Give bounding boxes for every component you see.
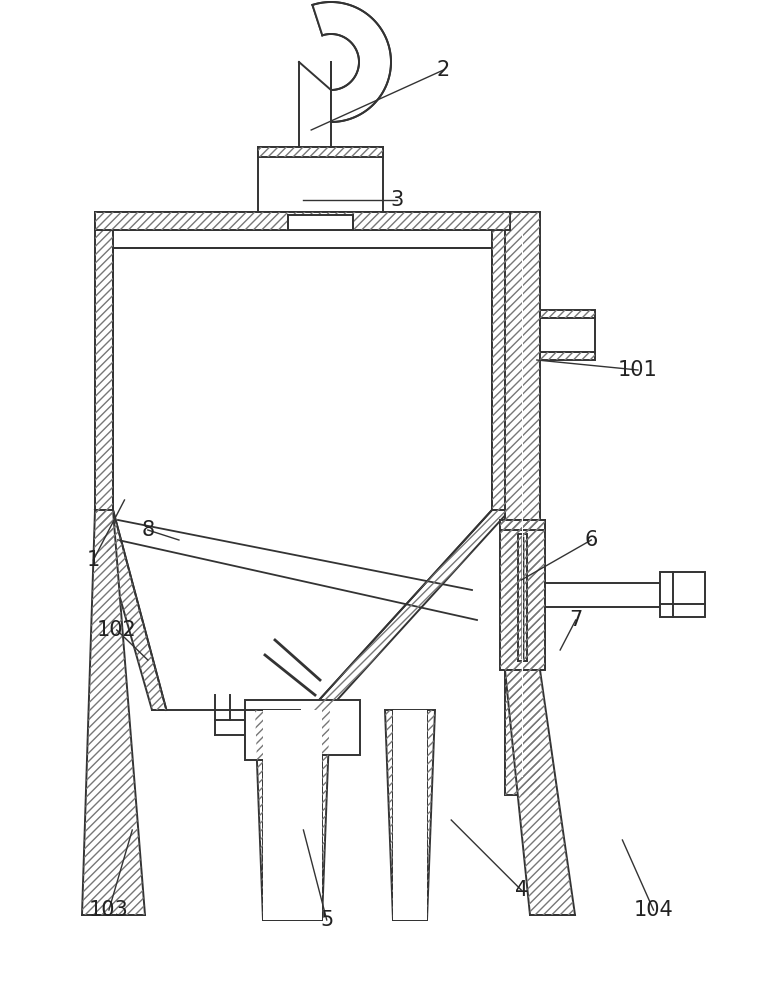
Bar [500,520,545,670]
Bar [258,147,383,157]
Polygon shape [82,510,145,915]
Text: 101: 101 [618,360,658,380]
Bar [540,352,595,360]
Bar [545,583,660,607]
Bar [95,212,510,230]
Polygon shape [313,2,391,122]
Bar [500,520,545,530]
Text: 104: 104 [633,900,674,920]
Text: 2: 2 [436,60,450,80]
Bar [263,710,322,920]
Text: 7: 7 [569,610,583,630]
Bar [95,230,113,510]
Bar [522,230,523,777]
Bar [288,215,353,230]
Bar [393,710,427,920]
Bar [505,212,540,795]
Bar [245,700,360,755]
Bar [540,310,595,318]
Text: 102: 102 [96,620,137,640]
Polygon shape [505,670,575,915]
Polygon shape [385,710,435,920]
Polygon shape [95,510,166,710]
Text: 4: 4 [514,880,528,900]
Polygon shape [310,510,510,710]
Bar [492,230,510,510]
Bar [245,710,300,760]
Bar [505,212,540,795]
Text: 3: 3 [390,190,404,210]
Bar [288,215,353,230]
Polygon shape [255,710,330,920]
Text: 103: 103 [89,900,129,920]
Bar [95,212,510,230]
Bar [113,248,492,510]
Bar [540,318,595,352]
Bar [95,212,510,230]
Text: 6: 6 [584,530,598,550]
Text: 8: 8 [142,520,154,540]
Bar [95,230,113,510]
Bar [518,534,527,661]
Text: 1: 1 [86,550,100,570]
Bar [540,352,595,360]
Bar [492,230,510,510]
Bar [500,520,545,670]
Text: 5: 5 [320,910,334,930]
Bar [500,520,545,530]
Bar [540,310,595,318]
Bar [660,572,705,617]
Bar [258,147,383,212]
Bar [113,248,492,510]
Bar [95,212,510,230]
Bar [258,147,383,157]
Polygon shape [113,510,492,710]
